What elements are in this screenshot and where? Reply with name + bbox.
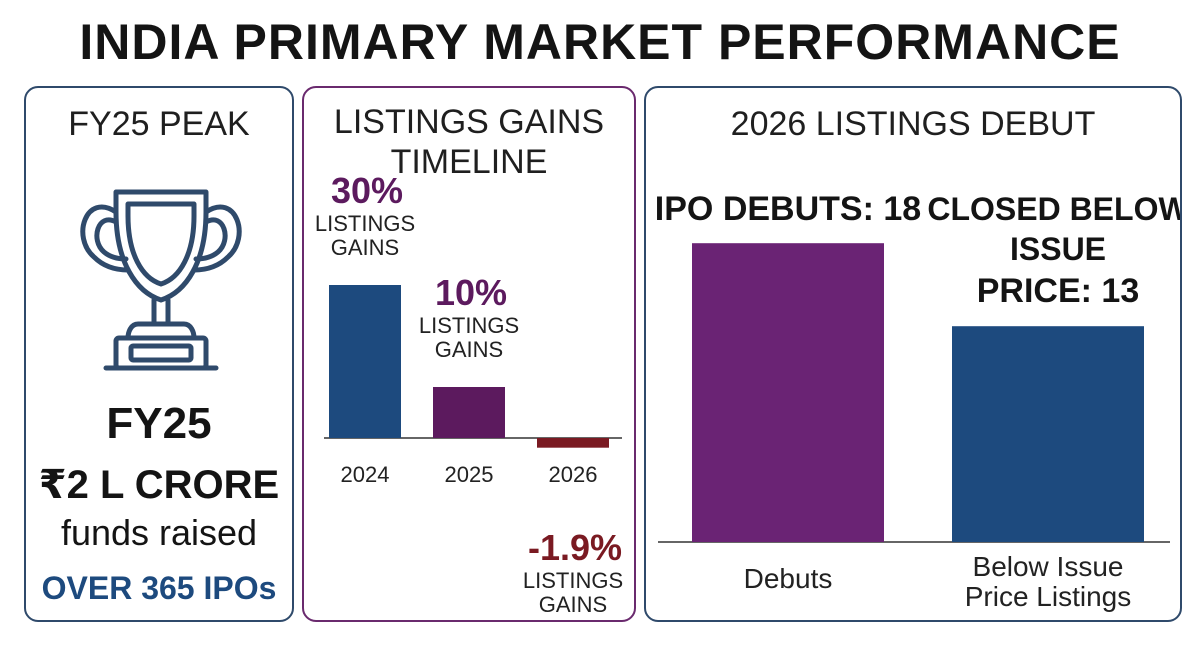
ipo-count: OVER 365 IPOs [41,570,277,606]
data-label: CLOSED BELOW [927,191,1180,227]
tick-label: Below Issue [973,551,1124,582]
data-label: 30% [331,170,403,211]
fy-label: FY25 [106,399,212,448]
listings-debut-title: 2026 LISTINGS DEBUT [730,105,1096,143]
bar-below-issue-price-listings [952,326,1144,542]
data-label: ISSUE [1010,231,1106,267]
bar-label: LISTINGS [523,568,623,593]
listings-gains-panel: LISTINGS GAINS TIMELINE 2024 30% LISTINGS GA… [302,86,636,622]
data-label: -1.9% [528,527,622,568]
bar-label: GAINS [539,592,607,617]
funds-subtitle: funds raised [60,512,258,553]
bar-label: LISTINGS [419,313,519,338]
tick-label: 2025 [445,462,494,487]
page-title: INDIA PRIMARY MARKET PERFORMANCE [79,14,1121,70]
bar-label: GAINS [435,337,503,362]
tick-label: Price Listings [965,581,1132,612]
bar-label: GAINS [331,235,399,260]
data-label: PRICE: 13 [977,272,1140,310]
bar-2026 [537,438,609,448]
bar-label: LISTINGS [315,211,415,236]
data-label: IPO DEBUTS: 18 [655,190,921,228]
listings-debut-panel: 2026 LISTINGS DEBUT Debuts Below Issue Pri… [644,86,1182,622]
bar-2024 [329,285,401,438]
trophy-icon [80,189,242,371]
data-label: 10% [435,272,507,313]
bar-2025 [433,387,505,438]
tick-label: Debuts [744,563,833,594]
fy25-peak-title: FY25 PEAK [68,105,250,143]
funds-amount: ₹2 L CRORE [38,463,280,507]
tick-label: 2026 [549,462,598,487]
listings-gains-chart: 202430%LISTINGSGAINS202510%LISTINGSGAINS… [315,170,623,617]
listings-gains-title: LISTINGS GAINS TIMELINE [333,103,605,181]
fy25-peak-panel: FY25 PEAK FY25 ₹2 L CRORE funds raised O… [24,86,294,622]
tick-label: 2024 [341,462,390,487]
bar-debuts [692,243,884,542]
